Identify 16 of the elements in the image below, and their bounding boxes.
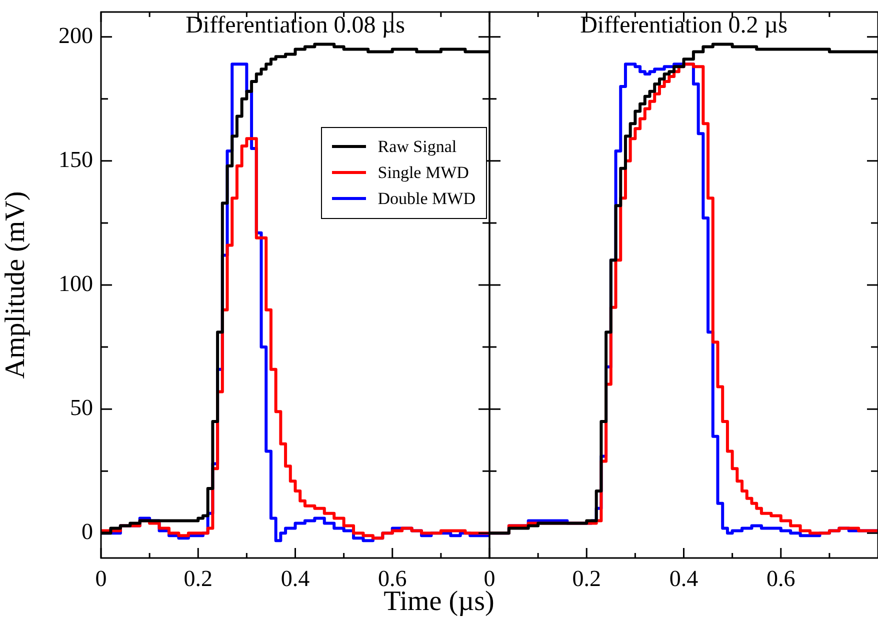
- y-tick-label: 0: [82, 519, 93, 544]
- y-tick-label: 150: [58, 146, 93, 172]
- legend-label: Single MWD: [378, 162, 469, 184]
- y-tick-label: 50: [70, 395, 93, 420]
- y-axis-title: Amplitude (mV): [0, 191, 32, 379]
- x-tick-label: 0.2: [572, 566, 601, 591]
- x-tick-label: 0.2: [184, 566, 212, 591]
- y-tick-label: 200: [58, 22, 93, 48]
- chart-title: Differentiation 0.08 µs: [186, 12, 405, 38]
- x-tick-label: 0.4: [280, 566, 310, 591]
- legend-label: Raw Signal: [378, 136, 457, 158]
- x-tick-label: 0.6: [766, 566, 796, 591]
- legend-label: Double MWD: [378, 188, 476, 210]
- y-tick-label: 100: [58, 271, 93, 296]
- x-tick-label: 0.4: [669, 566, 699, 591]
- chart-title: Differentiation 0.2 µs: [580, 12, 788, 38]
